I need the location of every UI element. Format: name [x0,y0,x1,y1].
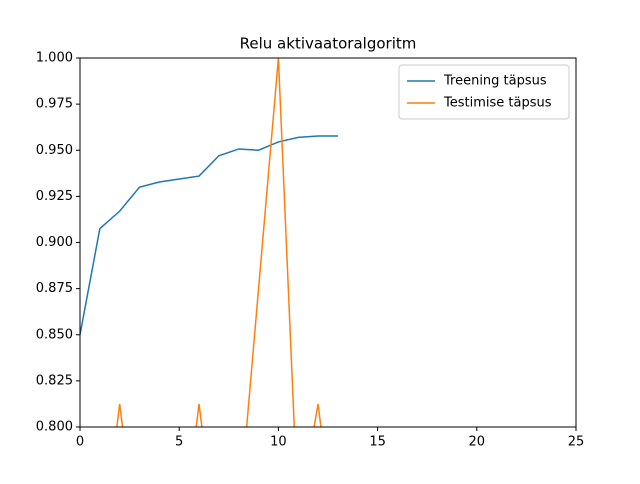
legend-label: Treening täpsus [443,74,547,89]
x-tick-label: 0 [76,435,84,450]
y-tick-label: 0.850 [36,327,73,342]
x-tick-label: 15 [369,435,386,450]
y-tick-label: 0.800 [36,420,73,435]
chart-title: Relu aktivaatoralgoritm [240,35,417,53]
y-tick-label: 0.950 [36,143,73,158]
y-tick-label: 0.825 [36,373,73,388]
legend-box [398,64,570,120]
series-line [80,135,338,335]
x-tick-label: 25 [568,435,585,450]
y-tick-label: 1.000 [36,51,73,66]
legend-label: Testimise täpsus [443,96,552,111]
y-tick-label: 0.925 [36,189,73,204]
x-tick-label: 5 [175,435,183,450]
plot-area [80,58,338,427]
y-tick-label: 0.875 [36,281,73,296]
y-tick-label: 0.975 [36,97,73,112]
x-tick-label: 10 [270,435,287,450]
x-tick-label: 20 [469,435,486,450]
y-tick-label: 0.900 [36,235,73,250]
